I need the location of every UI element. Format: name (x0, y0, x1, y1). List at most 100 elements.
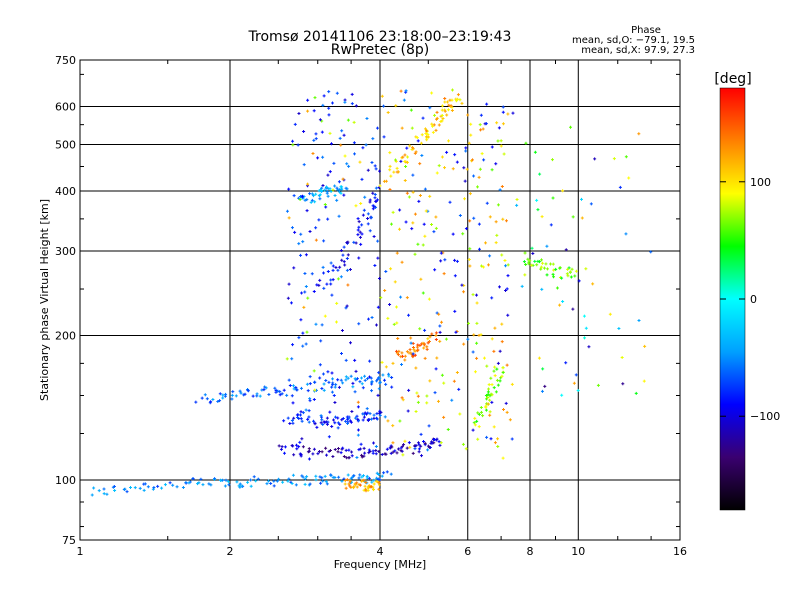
data-point (411, 221, 415, 225)
data-point (361, 213, 365, 217)
data-point (355, 455, 359, 459)
data-point (305, 475, 309, 479)
data-point (558, 266, 562, 270)
data-point (307, 457, 311, 461)
data-point (323, 474, 327, 478)
data-point (410, 227, 414, 231)
data-point (577, 279, 581, 283)
data-point (329, 189, 333, 193)
data-point (561, 299, 565, 303)
data-point (184, 481, 188, 485)
data-point (235, 480, 239, 484)
axis-ticks: 1 2 4 6 8 10 16 75 100 200 300 400 500 600 750 (55, 54, 687, 558)
data-point (479, 264, 483, 268)
data-point (301, 411, 305, 415)
data-point (303, 482, 307, 486)
data-point (291, 343, 295, 347)
data-point (331, 383, 335, 387)
data-point (331, 264, 335, 268)
data-point (584, 267, 588, 271)
data-point (318, 363, 322, 367)
data-point (312, 369, 316, 373)
data-point (395, 451, 399, 455)
data-point (362, 478, 366, 482)
data-point (447, 103, 451, 107)
data-point (401, 398, 405, 402)
data-points (90, 88, 653, 497)
data-point (156, 484, 160, 488)
data-point (367, 476, 371, 480)
data-point (272, 484, 276, 488)
data-point (303, 290, 307, 294)
data-point (374, 167, 378, 171)
data-point (367, 417, 371, 421)
data-point (443, 258, 447, 262)
data-point (321, 423, 325, 427)
data-point (434, 331, 438, 335)
data-point (363, 451, 367, 455)
data-point (388, 164, 392, 168)
data-point (372, 234, 376, 238)
data-point (359, 202, 363, 206)
data-point (203, 393, 207, 397)
data-point (399, 159, 403, 163)
data-point (310, 192, 314, 196)
data-point (378, 184, 382, 188)
data-point (481, 127, 485, 131)
data-point (411, 146, 415, 150)
data-point (495, 233, 499, 237)
data-point (391, 424, 395, 428)
data-point (498, 188, 502, 192)
data-point (456, 97, 460, 101)
data-point (434, 226, 438, 230)
data-point (352, 485, 356, 489)
data-point (395, 305, 399, 309)
data-point (419, 432, 423, 436)
data-point (420, 454, 424, 458)
data-point (377, 483, 381, 487)
data-point (322, 239, 326, 243)
data-point (408, 144, 412, 148)
data-point (399, 89, 403, 93)
data-point (306, 98, 310, 102)
data-point (291, 444, 295, 448)
data-point (330, 385, 334, 389)
data-point (322, 271, 326, 275)
data-point (187, 481, 191, 485)
data-point (497, 285, 501, 289)
data-point (366, 212, 370, 216)
data-point (485, 102, 489, 106)
data-point (175, 485, 179, 489)
data-point (406, 155, 410, 159)
data-point (353, 377, 357, 381)
data-point (425, 345, 429, 349)
data-point (249, 484, 253, 488)
data-point (430, 441, 434, 445)
data-point (292, 416, 296, 420)
data-point (411, 190, 415, 194)
data-point (194, 400, 198, 404)
data-point (347, 448, 351, 452)
data-point (453, 274, 457, 278)
data-point (479, 405, 483, 409)
data-point (486, 390, 490, 394)
data-point (460, 101, 464, 105)
data-point (523, 273, 527, 277)
data-point (416, 394, 420, 398)
phase-header: Phase (631, 25, 661, 36)
data-point (475, 185, 479, 189)
data-point (456, 93, 460, 97)
data-point (332, 393, 336, 397)
x-tick-label: 4 (377, 545, 384, 558)
data-point (435, 110, 439, 114)
data-point (254, 479, 258, 483)
data-point (378, 380, 382, 384)
data-point (325, 453, 329, 457)
x-tick-label: 6 (464, 545, 471, 558)
data-point (240, 484, 244, 488)
data-point (400, 351, 404, 355)
data-point (506, 112, 510, 116)
data-point (314, 226, 318, 230)
data-point (302, 305, 306, 309)
data-point (371, 191, 375, 195)
